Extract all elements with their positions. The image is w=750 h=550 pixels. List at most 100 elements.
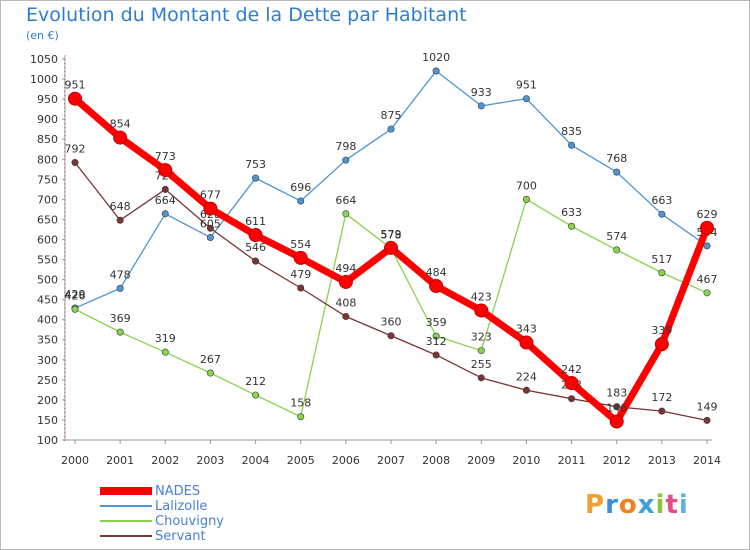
y-minor-tick (64, 255, 65, 257)
data-point-servant (206, 224, 214, 232)
data-point-lalizolle (387, 125, 395, 133)
x-tick-label: 2011 (558, 454, 586, 467)
y-minor-tick (64, 415, 65, 417)
y-minor-tick (64, 99, 65, 101)
y-minor-tick (64, 151, 65, 153)
y-minor-tick (64, 211, 65, 213)
y-minor-tick (64, 403, 65, 405)
y-tick-label: 850 (37, 133, 58, 146)
y-minor-tick (64, 371, 65, 373)
data-label-nades: 343 (516, 323, 537, 336)
y-minor-tick (64, 331, 65, 333)
data-label-lalizolle: 875 (381, 109, 402, 122)
data-point-lalizolle (161, 210, 169, 218)
y-minor-tick (64, 283, 65, 285)
y-tick-label: 600 (37, 233, 58, 246)
data-point-lalizolle (116, 284, 124, 292)
x-tick-label: 2010 (512, 454, 540, 467)
y-minor-tick (64, 407, 65, 409)
y-minor-tick (64, 171, 65, 173)
y-minor-tick (64, 243, 65, 245)
data-label-lalizolle: 768 (606, 152, 627, 165)
data-point-chouvigny (252, 391, 260, 399)
data-label-nades: 484 (426, 266, 447, 279)
y-tick-label: 150 (37, 414, 58, 427)
data-label-chouvigny: 467 (697, 273, 718, 286)
x-tick-label: 2003 (196, 454, 224, 467)
data-label-servant: 408 (335, 296, 356, 309)
data-point-chouvigny (613, 246, 621, 254)
legend-swatch (100, 505, 152, 507)
data-point-chouvigny (342, 210, 350, 218)
legend-label: Servant (155, 529, 206, 544)
data-label-servant: 172 (651, 391, 672, 404)
y-minor-tick (64, 139, 65, 141)
x-tick-label: 2001 (106, 454, 134, 467)
data-point-servant (71, 158, 79, 166)
y-minor-tick (64, 363, 65, 365)
y-minor-tick (64, 291, 65, 293)
y-minor-tick (64, 395, 65, 397)
data-label-chouvigny: 578 (381, 228, 402, 241)
y-minor-tick (64, 207, 65, 209)
x-tick-label: 2005 (287, 454, 315, 467)
data-point-lalizolle (613, 168, 621, 176)
y-minor-tick (64, 191, 65, 193)
brand-letter: r (605, 490, 619, 520)
data-label-nades: 611 (245, 215, 266, 228)
y-minor-tick (64, 359, 65, 361)
y-minor-tick (64, 323, 65, 325)
y-minor-tick (64, 167, 65, 169)
y-minor-tick (64, 87, 65, 89)
y-tick-label: 900 (37, 113, 58, 126)
y-minor-tick (64, 235, 65, 237)
y-minor-tick (64, 343, 65, 345)
y-minor-tick (64, 440, 65, 441)
data-label-lalizolle: 951 (516, 79, 537, 92)
data-label-nades: 854 (110, 118, 131, 131)
data-point-chouvigny (432, 332, 440, 340)
data-label-nades: 773 (155, 150, 176, 163)
y-minor-tick (64, 75, 65, 77)
y-minor-tick (64, 131, 65, 133)
x-tick-label: 2000 (61, 454, 89, 467)
y-minor-tick (64, 127, 65, 129)
data-label-lalizolle: 753 (245, 158, 266, 171)
y-tick-label: 200 (37, 394, 58, 407)
data-label-chouvigny: 267 (200, 353, 221, 366)
x-tick-label: 2013 (648, 454, 676, 467)
y-minor-tick (64, 303, 65, 305)
data-label-nades: 339 (651, 324, 672, 337)
y-minor-tick (64, 67, 65, 69)
data-point-nades (609, 414, 624, 429)
data-label-chouvigny: 574 (606, 230, 627, 243)
y-minor-tick (64, 411, 65, 413)
y-tick-label: 750 (37, 173, 58, 186)
y-minor-tick (64, 63, 65, 65)
y-minor-tick (64, 259, 65, 261)
y-minor-tick (64, 387, 65, 389)
data-label-nades: 579 (381, 228, 402, 241)
y-minor-tick (64, 91, 65, 93)
y-minor-tick (64, 143, 65, 145)
legend-item-servant: Servant (100, 529, 320, 544)
data-label-lalizolle: 478 (110, 268, 131, 281)
data-label-lalizolle: 429 (65, 288, 86, 301)
y-minor-tick (64, 251, 65, 253)
y-minor-tick (64, 71, 65, 73)
x-tick-label: 2007 (377, 454, 405, 467)
y-minor-tick (64, 203, 65, 205)
y-minor-tick (64, 315, 65, 317)
data-label-chouvigny: 517 (651, 253, 672, 266)
data-label-servant: 255 (471, 358, 492, 371)
data-label-servant: 149 (697, 400, 718, 413)
data-point-servant (387, 332, 395, 340)
data-label-servant: 792 (65, 142, 86, 155)
x-tick-label: 2012 (603, 454, 631, 467)
y-minor-tick (64, 175, 65, 177)
chart-subtitle: (en €) (26, 29, 59, 42)
y-tick-label: 1050 (30, 53, 58, 66)
series-line-lalizolle (74, 70, 708, 309)
data-label-nades: 242 (561, 363, 582, 376)
